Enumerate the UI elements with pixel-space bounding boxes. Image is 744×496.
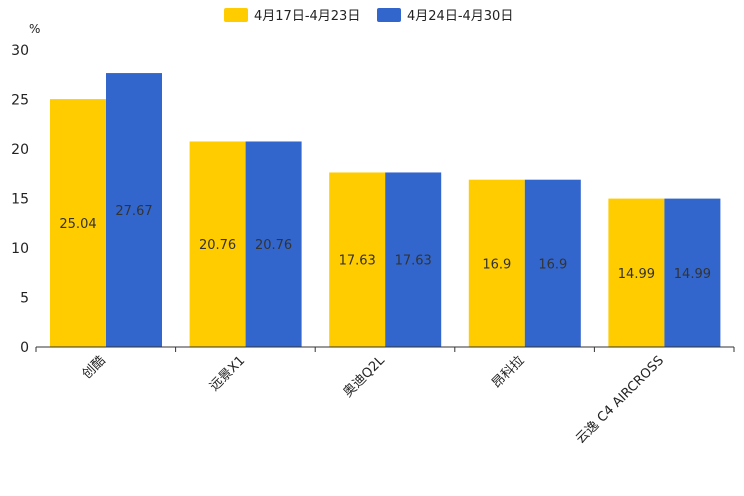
bars: [50, 73, 721, 347]
data-label-series-2-1: 27.67: [115, 204, 152, 219]
y-tick-label: 5: [20, 291, 29, 307]
legend-swatch-series-2: [377, 8, 401, 22]
y-tick-label: 30: [11, 43, 29, 59]
data-label-series-1-2: 20.76: [199, 238, 236, 253]
data-label-series-2-3: 17.63: [395, 254, 432, 269]
y-axis-unit-label: %: [29, 22, 40, 36]
legend-label-series-2: 4月24日-4月30日: [407, 9, 513, 24]
data-label-series-2-5: 14.99: [674, 267, 711, 282]
bar-series-1-1: [50, 99, 106, 347]
bar-series-1-3: [329, 172, 386, 347]
bar-series-2-1: [106, 73, 162, 347]
bar-series-1-4: [468, 179, 525, 347]
y-tick-label: 25: [11, 93, 29, 109]
bar-series-1-2: [189, 141, 246, 347]
bar-series-2-5: [664, 198, 721, 347]
data-label-series-1-1: 25.04: [59, 217, 96, 232]
x-category-label: 远景X1: [207, 353, 248, 394]
data-label-series-2-4: 16.9: [538, 257, 567, 272]
bar-series-2-2: [245, 141, 302, 347]
y-tick-label: 10: [11, 241, 29, 257]
y-tick-label: 0: [20, 340, 29, 356]
x-category-label: 云逸 C4 AIRCROSS: [573, 353, 667, 447]
data-label-series-1-5: 14.99: [618, 267, 655, 282]
x-category-label: 创酷: [80, 353, 109, 382]
x-category-label: 昂科拉: [489, 353, 527, 391]
data-label-series-1-3: 17.63: [339, 254, 376, 269]
data-label-series-2-2: 20.76: [255, 238, 292, 253]
x-axis: 创酷 远景X1 奥迪Q2L 昂科拉 云逸 C4 AIRCROSS: [35, 346, 735, 447]
data-labels: 25.04 27.67 20.76 20.76 17.63 17.63 16.9 16.9 14…: [59, 204, 711, 282]
y-axis-ticks: 0 5 10 15 20 25 30: [11, 43, 29, 356]
legend-swatch-series-1: [224, 8, 248, 22]
legend: 4月17日-4月23日 4月24日-4月30日: [224, 8, 513, 24]
data-label-series-1-4: 16.9: [482, 257, 511, 272]
y-tick-label: 15: [11, 192, 29, 208]
y-tick-label: 20: [11, 142, 29, 158]
bar-series-2-3: [385, 172, 442, 347]
x-category-label: 奥迪Q2L: [341, 353, 389, 401]
bar-series-2-4: [524, 179, 581, 347]
bar-series-1-5: [608, 198, 665, 347]
legend-label-series-1: 4月17日-4月23日: [254, 9, 360, 24]
